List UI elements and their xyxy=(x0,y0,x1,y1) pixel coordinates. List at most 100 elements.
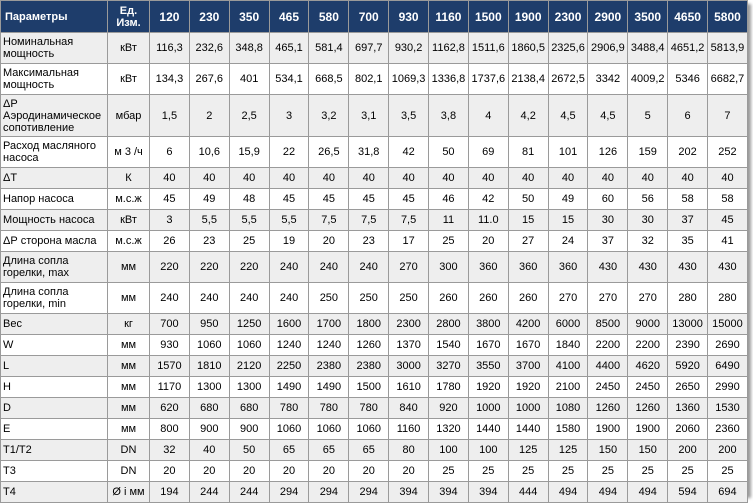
table-cell: 40 xyxy=(507,167,549,189)
table-cell: 1060 xyxy=(268,418,310,440)
table-cell: 1060 xyxy=(308,418,350,440)
table-cell: 244 xyxy=(188,481,230,503)
table-cell: 40 xyxy=(228,167,270,189)
table-cell: 1060 xyxy=(188,334,230,356)
table-cell: 900 xyxy=(228,418,270,440)
table-cell: 802,1 xyxy=(348,63,390,95)
table-cell: 25 xyxy=(428,460,469,482)
table-cell: 202 xyxy=(667,136,709,168)
table-cell: 25 xyxy=(587,460,629,482)
table-cell: 159 xyxy=(627,136,669,168)
row-parameter: Вес xyxy=(0,313,108,335)
table-row: Т1/Т2 DN 32 40 50 65 65 65 80 100 100 125 125 150 150 2… xyxy=(0,439,748,461)
row-parameter: W xyxy=(0,334,108,356)
row-parameter: Т3 xyxy=(0,460,108,482)
table-cell: 240 xyxy=(228,282,270,314)
table-cell: 32 xyxy=(149,439,190,461)
table-cell: 780 xyxy=(268,397,310,419)
header-model: 700 xyxy=(348,0,390,33)
table-cell: 3 xyxy=(268,94,310,137)
table-cell: 25 xyxy=(627,460,669,482)
table-cell: 1600 xyxy=(268,313,310,335)
table-cell: 60 xyxy=(587,188,629,210)
table-cell: 40 xyxy=(467,167,509,189)
table-cell: 2450 xyxy=(627,376,669,398)
row-unit: мбар xyxy=(107,94,150,137)
table-cell: 270 xyxy=(627,282,669,314)
table-cell: 2390 xyxy=(667,334,709,356)
row-parameter: Мощность насоса xyxy=(0,209,108,231)
table-cell: 6 xyxy=(149,136,190,168)
table-cell: 5 xyxy=(627,94,669,137)
table-row: Мощность насоса кВт 3 5,5 5,5 5,5 7,5 7,5 7,5 11 1… xyxy=(0,209,748,231)
row-parameter: Длина сопла горелки, max xyxy=(0,251,108,283)
table-cell: 1900 xyxy=(587,418,629,440)
table-cell: 930,2 xyxy=(388,32,430,64)
table-cell: 3800 xyxy=(467,313,509,335)
table-cell: 10,6 xyxy=(188,136,230,168)
table-cell: 23 xyxy=(188,230,230,252)
table-cell: 220 xyxy=(228,251,270,283)
table-cell: 2300 xyxy=(388,313,430,335)
table-cell: 40 xyxy=(308,167,350,189)
table-cell: 232,6 xyxy=(188,32,230,64)
table-cell: 24 xyxy=(547,230,589,252)
table-cell: 1060 xyxy=(228,334,270,356)
table-cell: 134,3 xyxy=(149,63,190,95)
row-unit: кВт xyxy=(107,209,150,231)
table-cell: 900 xyxy=(188,418,230,440)
table-cell: 42 xyxy=(388,136,430,168)
row-unit: м.с.ж xyxy=(107,230,150,252)
table-cell: 20 xyxy=(149,460,190,482)
table-cell: 8500 xyxy=(587,313,629,335)
table-cell: 4,5 xyxy=(547,94,589,137)
table-cell: 1240 xyxy=(308,334,350,356)
table-cell: 65 xyxy=(268,439,310,461)
table-cell: 270 xyxy=(547,282,589,314)
header-model: 930 xyxy=(388,0,430,33)
table-cell: 1570 xyxy=(149,355,190,377)
table-cell: 394 xyxy=(388,481,430,503)
table-cell: 1260 xyxy=(348,334,390,356)
table-cell: 3270 xyxy=(428,355,469,377)
table-cell: 3488,4 xyxy=(627,32,669,64)
table-cell: 780 xyxy=(348,397,390,419)
table-cell: 2100 xyxy=(547,376,589,398)
row-parameter: Длина сопла горелки, min xyxy=(0,282,108,314)
table-body: Номинальная мощность кВт 116,3 232,6 348,8 46… xyxy=(0,32,748,503)
table-cell: 40 xyxy=(188,167,230,189)
table-cell: 1300 xyxy=(188,376,230,398)
table-cell: 267,6 xyxy=(188,63,230,95)
table-cell: 1840 xyxy=(547,334,589,356)
table-cell: 1540 xyxy=(428,334,469,356)
table-cell: 1860,5 xyxy=(507,32,549,64)
table-cell: 11 xyxy=(428,209,469,231)
table-row: Расход масляного насоса м 3 /ч 6 10,6 15,9 22… xyxy=(0,136,748,168)
table-cell: 45 xyxy=(388,188,430,210)
table-cell: 680 xyxy=(228,397,270,419)
table-cell: 1700 xyxy=(308,313,350,335)
table-cell: 1900 xyxy=(627,418,669,440)
table-cell: 1336,8 xyxy=(428,63,469,95)
table-cell: 294 xyxy=(348,481,390,503)
table-cell: 40 xyxy=(707,167,748,189)
row-parameter: Расход масляного насоса xyxy=(0,136,108,168)
table-cell: 6000 xyxy=(547,313,589,335)
table-cell: 81 xyxy=(507,136,549,168)
table-cell: 49 xyxy=(547,188,589,210)
table-cell: 1530 xyxy=(707,397,748,419)
table-cell: 1170 xyxy=(149,376,190,398)
row-unit: мм xyxy=(107,251,150,283)
row-parameter: Т4 xyxy=(0,481,108,503)
table-cell: 250 xyxy=(308,282,350,314)
table-cell: 150 xyxy=(587,439,629,461)
table-cell: 1300 xyxy=(228,376,270,398)
table-cell: 20 xyxy=(388,460,430,482)
table-cell: 45 xyxy=(707,209,748,231)
header-param: Параметры xyxy=(0,0,108,33)
table-cell: 430 xyxy=(587,251,629,283)
table-cell: 240 xyxy=(268,282,310,314)
table-cell: 294 xyxy=(308,481,350,503)
table-cell: 22 xyxy=(268,136,310,168)
table-cell: 7,5 xyxy=(348,209,390,231)
